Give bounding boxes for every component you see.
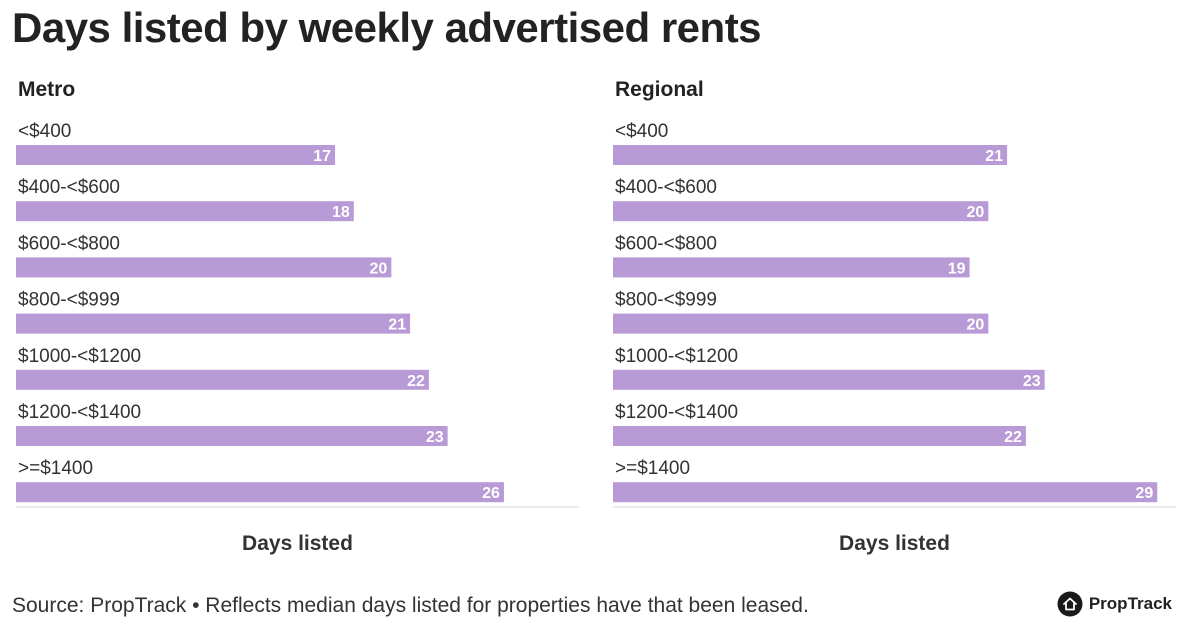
regional-value-label: 20 — [967, 317, 985, 334]
regional-bar — [613, 426, 1026, 446]
regional-value-label: 20 — [967, 204, 985, 221]
metro-value-label: 23 — [426, 429, 444, 446]
metro-value-label: 26 — [482, 485, 500, 502]
metro-category-label: $600-<$800 — [18, 233, 120, 254]
regional-bar — [613, 369, 1045, 390]
brand-name: PropTrack — [1088, 594, 1172, 613]
regional-category-label: $1200-<$1400 — [615, 402, 738, 423]
proptrack-logo: PropTrack — [1057, 590, 1172, 618]
source-note: Source: PropTrack • Reflects median days… — [12, 594, 809, 617]
regional-bar — [613, 482, 1158, 503]
metro-category-label: $800-<$999 — [18, 290, 120, 311]
metro-category-label: $1000-<$1200 — [18, 346, 141, 367]
metro-value-label: 17 — [313, 148, 331, 165]
metro-bar — [16, 201, 354, 222]
regional-panel-title: Regional — [615, 78, 704, 101]
metro-bar — [16, 482, 504, 503]
house-icon — [1057, 591, 1083, 617]
metro-value-label: 22 — [407, 373, 425, 390]
regional-value-label: 19 — [948, 260, 966, 277]
metro-bar — [16, 426, 448, 446]
metro-value-label: 20 — [370, 260, 388, 277]
metro-category-label: >=$1400 — [18, 458, 93, 479]
metro-bar — [16, 369, 429, 390]
metro-panel: Metro <$400 17 $400-<$600 18 $600-<$800 20 $80… — [16, 78, 579, 568]
regional-bar — [613, 313, 989, 334]
regional-bar-chart: <$400 21 $400-<$600 20 $600-<$800 19 $800-<$99… — [613, 121, 1176, 508]
regional-value-label: 23 — [1023, 373, 1041, 390]
metro-panel-title: Metro — [18, 78, 76, 101]
regional-bar — [613, 201, 989, 222]
metro-x-axis-title: Days listed — [242, 532, 353, 555]
metro-value-label: 21 — [388, 317, 406, 334]
regional-x-axis-title: Days listed — [839, 532, 950, 555]
regional-value-label: 22 — [1004, 429, 1022, 446]
regional-category-label: $400-<$600 — [615, 177, 717, 198]
regional-category-label: $600-<$800 — [615, 233, 717, 254]
metro-bar — [16, 313, 411, 334]
metro-bar — [16, 257, 392, 278]
regional-panel: Regional <$400 21 $400-<$600 20 $600-<$800 19… — [613, 78, 1176, 568]
metro-category-label: $1200-<$1400 — [18, 402, 141, 423]
metro-bar-chart: <$400 17 $400-<$600 18 $600-<$800 20 $800-<$99… — [16, 121, 579, 508]
regional-value-label: 29 — [1135, 485, 1153, 502]
regional-category-label: <$400 — [615, 121, 668, 142]
metro-value-label: 18 — [332, 204, 350, 221]
metro-category-label: <$400 — [18, 121, 71, 142]
regional-category-label: >=$1400 — [615, 458, 690, 479]
regional-category-label: $1000-<$1200 — [615, 346, 738, 367]
regional-bar — [613, 145, 1008, 165]
regional-category-label: $800-<$999 — [615, 290, 717, 311]
metro-category-label: $400-<$600 — [18, 177, 120, 198]
chart-title: Days listed by weekly advertised rents — [12, 4, 762, 51]
regional-value-label: 21 — [985, 148, 1003, 165]
metro-bar — [16, 145, 336, 165]
regional-bar — [613, 257, 970, 278]
